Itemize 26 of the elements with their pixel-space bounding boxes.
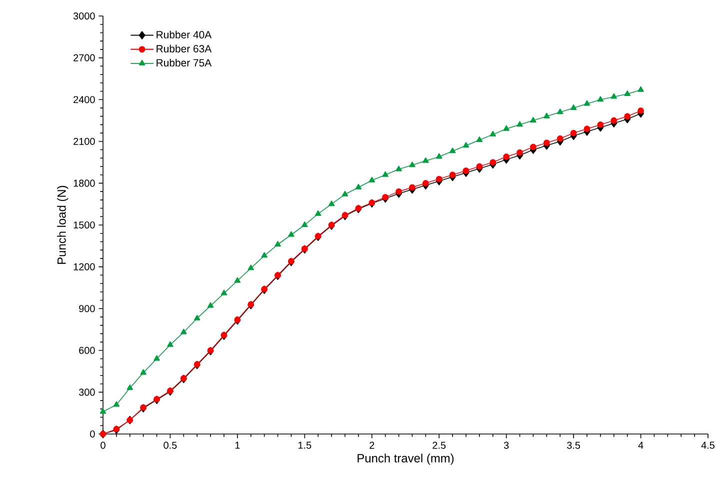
x-tick-label: 2: [370, 442, 374, 449]
x-tick-label: 3: [504, 442, 509, 449]
x-tick-label: 1.5: [298, 442, 312, 449]
x-axis-title: Punch travel (mm): [358, 454, 454, 465]
x-tick-label: 1: [235, 442, 240, 449]
x-tick-label: 4.5: [701, 442, 715, 449]
y-tick-label: 2400: [74, 96, 95, 104]
x-tick-label: 2.5: [432, 442, 446, 449]
x-tick-label: 0: [100, 442, 106, 449]
x-tick-label: 4: [638, 442, 644, 449]
x-tick-label: 0.5: [164, 442, 177, 449]
legend-label: Rubber 63A: [156, 44, 212, 52]
y-tick-label: 600: [79, 346, 95, 354]
x-tick-label: 3.5: [567, 442, 580, 449]
y-tick-label: 900: [79, 305, 95, 312]
y-tick-label: 2100: [74, 138, 95, 145]
y-tick-label: 0: [90, 430, 95, 438]
y-tick-label: 1800: [74, 180, 95, 187]
y-tick-label: 300: [78, 388, 95, 396]
y-tick-label: 2700: [74, 54, 95, 62]
y-tick-label: 1500: [74, 221, 95, 229]
y-tick-label: 3000: [73, 12, 95, 20]
y-axis-title: Punch load (N): [57, 186, 68, 264]
y-tick-label: 1200: [74, 263, 95, 270]
legend-label: Rubber 75A: [156, 58, 212, 67]
legend-label: Rubber 40A: [156, 30, 212, 38]
